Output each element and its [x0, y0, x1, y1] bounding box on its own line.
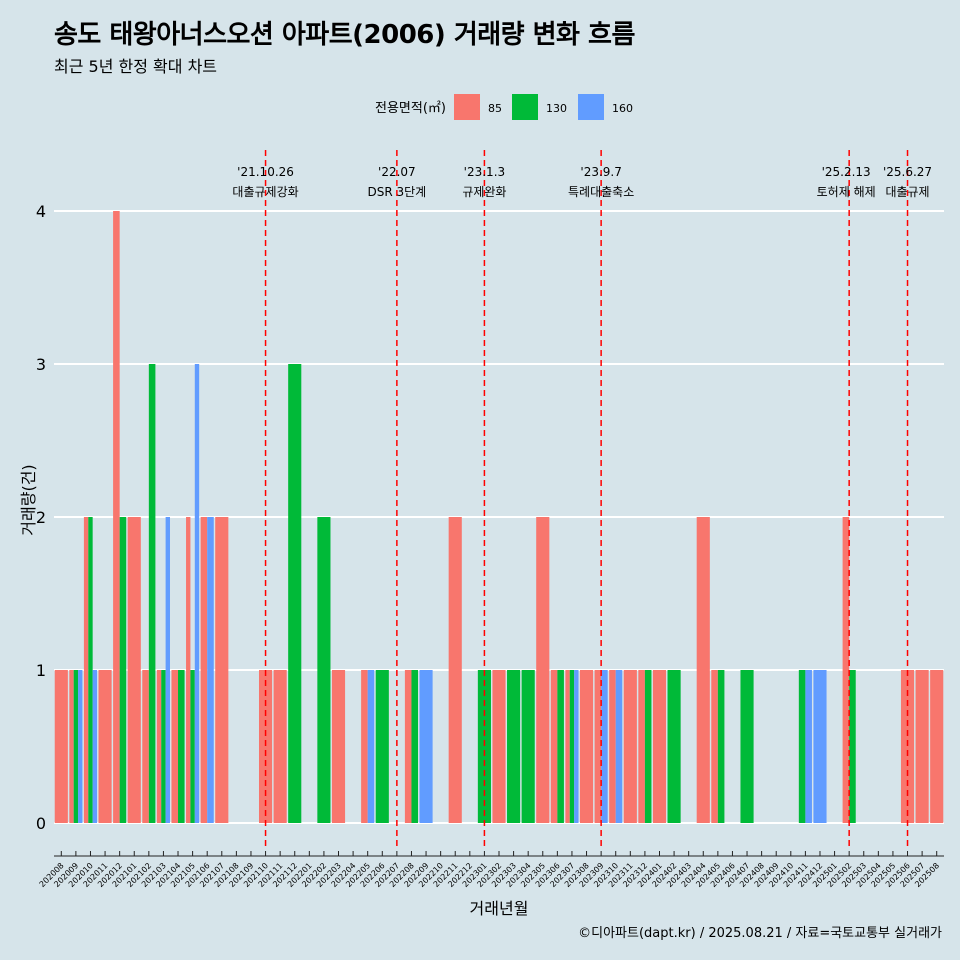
bar-130-202306: [557, 670, 564, 823]
chart-subtitle: 최근 5년 한정 확대 차트: [54, 57, 218, 76]
bar-85-202507: [915, 670, 929, 823]
bar-85-202106: [200, 517, 208, 823]
legend-label-85: 85: [488, 102, 502, 115]
bar-160-202307: [574, 670, 579, 823]
event-label: DSR 3단계: [368, 185, 427, 199]
bar-130-202303: [507, 670, 521, 823]
bar-85-202302: [492, 670, 506, 823]
bar-85-202305: [536, 517, 550, 823]
legend-title: 전용면적(㎡): [375, 101, 446, 116]
bar-130-202301: [477, 670, 491, 823]
bar-130-202307: [569, 670, 575, 823]
event-date: '23.9.7: [580, 165, 621, 179]
bar-160-202205: [367, 670, 375, 823]
y-tick-label: 2: [36, 508, 46, 527]
bar-160-202010: [92, 670, 98, 823]
bar-85-202009: [69, 670, 74, 823]
bar-85-202101: [127, 517, 141, 823]
x-axis-title: 거래년월: [470, 899, 529, 918]
bar-160-202309: [601, 670, 608, 823]
bar-85-202104: [171, 670, 179, 823]
legend-swatch-85: [454, 94, 480, 120]
bar-85-202309: [594, 670, 602, 823]
bar-130-202102: [148, 364, 156, 823]
bar-130-202009: [73, 670, 79, 823]
y-axis-title: 거래량(건): [19, 464, 38, 535]
event-date: '22.07: [378, 165, 416, 179]
event-date: '25.6.27: [883, 165, 932, 179]
bar-85-202103: [156, 670, 162, 823]
bar-130-202402: [667, 670, 681, 823]
bar-130-202405: [717, 670, 725, 823]
bar-85-202012: [113, 211, 120, 823]
bar-160-202009: [78, 670, 83, 823]
event-label: 대출규제: [885, 185, 929, 199]
bar-130-202010: [88, 517, 93, 823]
event-date: '23.1.3: [464, 165, 505, 179]
bar-85-202310: [609, 670, 616, 823]
bar-160-202103: [165, 517, 170, 823]
bar-85-202308: [579, 670, 594, 823]
bar-85-202502: [842, 517, 850, 823]
bar-85-202205: [361, 670, 368, 823]
y-tick-label: 0: [36, 814, 46, 833]
bar-85-202312: [638, 670, 645, 823]
legend-label-160: 160: [612, 102, 633, 115]
bar-130-202312: [644, 670, 652, 823]
y-tick-label: 1: [36, 661, 46, 680]
bar-130-202407: [740, 670, 754, 823]
event-label: 대출규제강화: [232, 185, 298, 199]
bar-85-202211: [448, 517, 462, 823]
bar-130-202012: [119, 517, 127, 823]
bar-130-202104: [178, 670, 185, 823]
event-date: '25.2.13: [822, 165, 871, 179]
bar-85-202110: [258, 670, 273, 823]
bar-130-202105: [190, 670, 195, 823]
bar-160-202105: [194, 364, 200, 823]
bar-160-202209: [419, 670, 433, 823]
bar-130-202411: [798, 670, 806, 823]
bar-160-202412: [813, 670, 827, 823]
bar-85-202111: [273, 670, 287, 823]
event-label: 토허제 해제: [817, 185, 876, 199]
bar-85-202405: [711, 670, 718, 823]
bar-85-202107: [215, 517, 229, 823]
event-label: 규제완화: [462, 185, 506, 199]
bar-130-202208: [411, 670, 419, 823]
bar-85-202102: [142, 670, 149, 823]
source-caption: ©디아파트(dapt.kr) / 2025.08.21 / 자료=국토교통부 실…: [578, 926, 942, 941]
bar-130-202304: [521, 670, 535, 823]
legend-label-130: 130: [546, 102, 567, 115]
bar-85-202203: [331, 670, 346, 823]
bar-85-202307: [565, 670, 570, 823]
bar-130-202112: [288, 364, 302, 823]
bar-85-202506: [900, 670, 915, 823]
legend-swatch-160: [578, 94, 604, 120]
bar-85-202011: [98, 670, 112, 823]
event-date: '21.10.26: [237, 165, 294, 179]
bar-85-202208: [404, 670, 412, 823]
bar-85-202311: [623, 670, 637, 823]
chart-title: 송도 태왕아너스오션 아파트(2006) 거래량 변화 흐름: [54, 20, 635, 50]
bar-85-202508: [930, 670, 944, 823]
bar-85-202008: [54, 670, 68, 823]
y-tick-label: 3: [36, 355, 46, 374]
legend-swatch-130: [512, 94, 538, 120]
bar-130-202206: [375, 670, 389, 823]
bar-160-202310: [615, 670, 623, 823]
bar-85-202010: [83, 517, 89, 823]
bar-85-202306: [550, 670, 558, 823]
bar-160-202411: [805, 670, 812, 823]
bar-130-202502: [849, 670, 856, 823]
bar-130-202202: [317, 517, 331, 823]
bar-130-202103: [161, 670, 166, 823]
bar-85-202401: [652, 670, 667, 823]
y-tick-label: 4: [36, 202, 46, 221]
bar-85-202105: [186, 517, 191, 823]
bar-160-202106: [207, 517, 214, 823]
bar-85-202404: [696, 517, 710, 823]
event-label: 특례대출축소: [568, 185, 634, 199]
